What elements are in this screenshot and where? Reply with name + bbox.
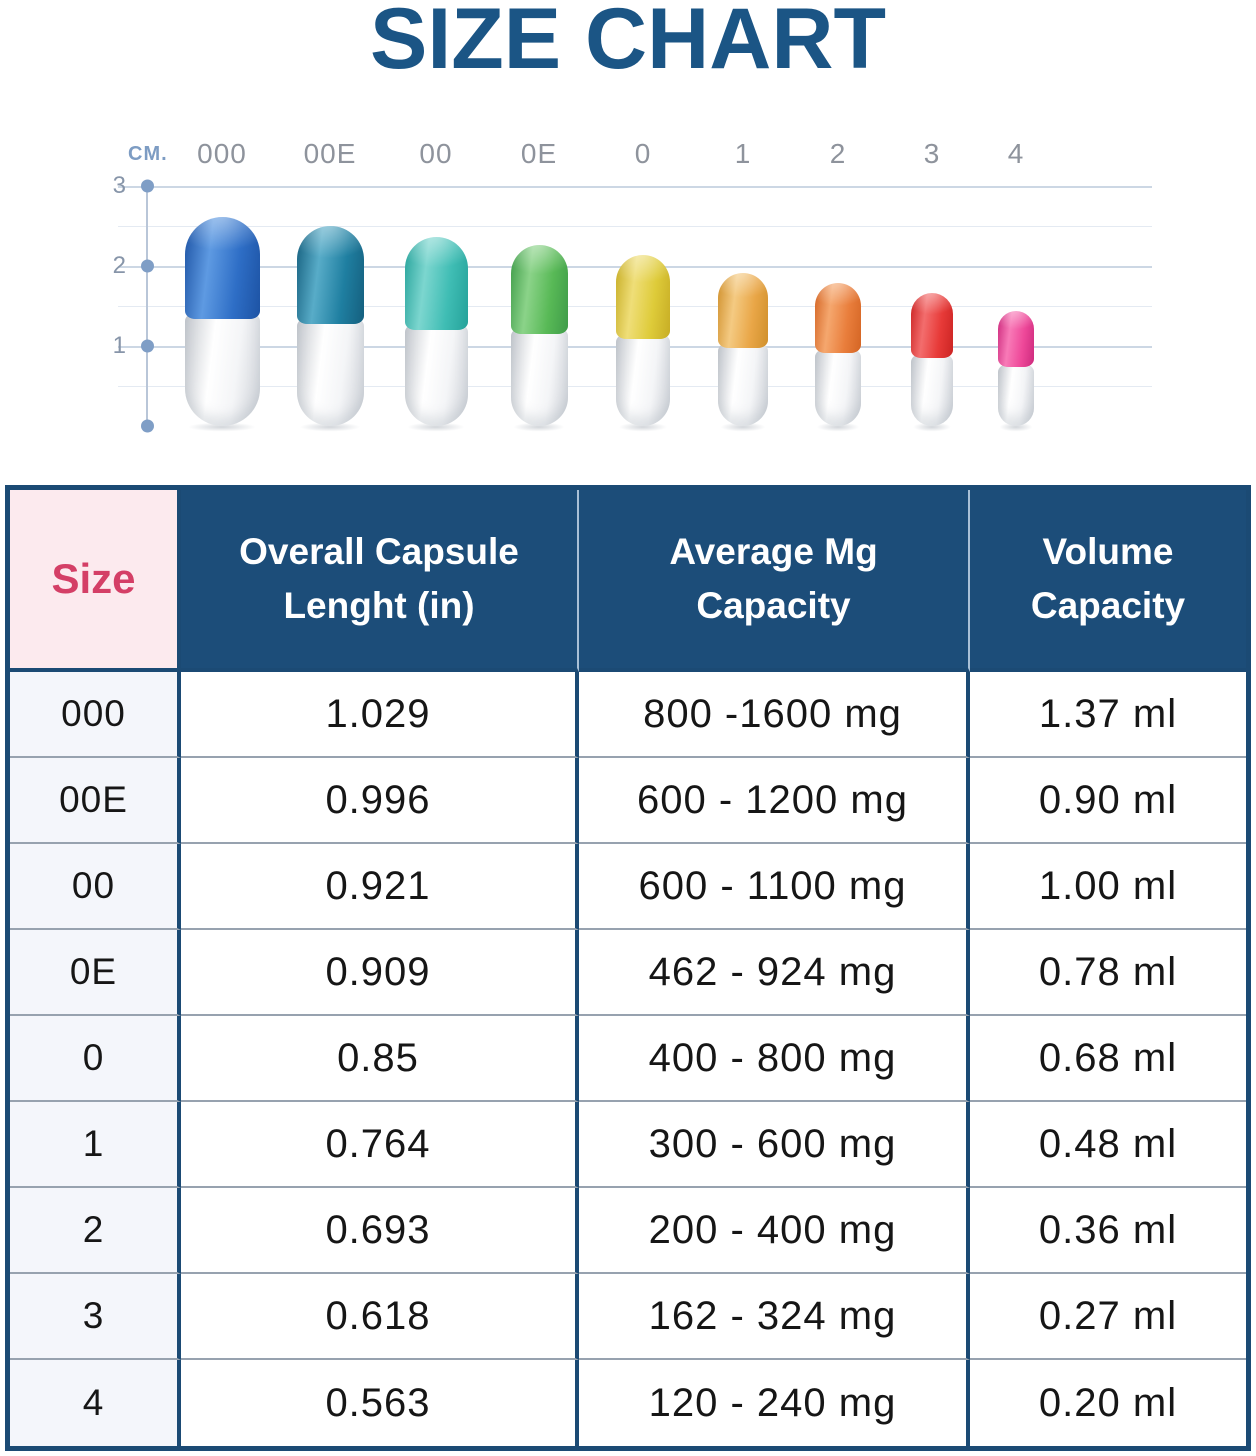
axis-tick-dot: [141, 419, 154, 433]
axis-tick-dot: [141, 339, 154, 353]
cell-volume-capacity: 0.90 ml: [970, 758, 1246, 844]
capsule-body-white: [510, 328, 568, 426]
capsule-size-000: [177, 217, 267, 433]
capsule-cap-colored: [404, 237, 468, 330]
cell-mg-capacity: 600 - 1200 mg: [579, 758, 970, 844]
capsule-cap-colored: [998, 311, 1034, 368]
cell-length-in: 0.921: [181, 844, 579, 930]
cell-size: 2: [10, 1188, 181, 1274]
capsule-size-chart: CM. 3 2 1 000 00E 00 0E 0 1 2 3 4: [0, 128, 1256, 468]
cell-volume-capacity: 0.78 ml: [970, 930, 1246, 1016]
cell-volume-capacity: 0.68 ml: [970, 1016, 1246, 1102]
header-cell-volume-capacity: Volume Capacity: [970, 490, 1246, 672]
gridline-major: [118, 186, 1152, 188]
capsule-size-4: [994, 311, 1038, 433]
cell-length-in: 0.909: [181, 930, 579, 1016]
capsule-column-label-00E: 00E: [303, 138, 357, 169]
capsule-column-label-000: 000: [197, 138, 247, 169]
cell-volume-capacity: 1.37 ml: [970, 672, 1246, 758]
y-tick-label: 2: [112, 252, 126, 279]
capsule-cap-colored: [184, 217, 260, 320]
gridline-minor: [118, 226, 1152, 227]
cell-mg-capacity: 800 -1600 mg: [579, 672, 970, 758]
capsule-body-white: [184, 313, 260, 426]
cell-volume-capacity: 1.00 ml: [970, 844, 1246, 930]
cell-length-in: 0.764: [181, 1102, 579, 1188]
cell-mg-capacity: 600 - 1100 mg: [579, 844, 970, 930]
cm-axis-unit-label: CM.: [128, 143, 168, 165]
capsule-body-white: [296, 318, 364, 426]
capsule-column-label-4: 4: [1007, 138, 1025, 169]
header-cell-size: Size: [10, 490, 181, 672]
cell-length-in: 0.85: [181, 1016, 579, 1102]
cell-length-in: 0.618: [181, 1274, 579, 1360]
capsule-column-label-0: 0: [634, 138, 652, 169]
cell-size: 0E: [10, 930, 181, 1016]
capsule-body-white: [998, 363, 1034, 426]
cell-volume-capacity: 0.48 ml: [970, 1102, 1246, 1188]
capsule-size-00: [398, 237, 474, 433]
capsule-column-label-00: 00: [419, 138, 453, 169]
capsule-size-2: [810, 283, 866, 433]
capsule-column-label-2: 2: [829, 138, 847, 169]
capsule-size-0E: [504, 245, 574, 433]
capsule-body-white: [815, 348, 861, 426]
capsule-cap-colored: [510, 245, 568, 334]
cell-size: 00: [10, 844, 181, 930]
y-tick-label: 1: [112, 332, 126, 359]
header-cell-mg-capacity: Average Mg Capacity: [579, 490, 970, 672]
cell-mg-capacity: 120 - 240 mg: [579, 1360, 970, 1446]
header-cell-length-in: Overall Capsule Lenght (in): [181, 490, 579, 672]
cell-volume-capacity: 0.36 ml: [970, 1188, 1246, 1274]
y-axis-line: [146, 186, 148, 432]
capsule-cap-colored: [815, 283, 861, 354]
capsule-body-white: [718, 343, 768, 426]
cell-mg-capacity: 162 - 324 mg: [579, 1274, 970, 1360]
capsule-size-00E: [289, 226, 371, 433]
cell-length-in: 0.693: [181, 1188, 579, 1274]
cell-length-in: 1.029: [181, 672, 579, 758]
cell-size: 3: [10, 1274, 181, 1360]
cell-size: 000: [10, 672, 181, 758]
capsule-size-1: [713, 273, 773, 433]
cell-mg-capacity: 462 - 924 mg: [579, 930, 970, 1016]
capsule-cap-colored: [718, 273, 768, 348]
capsule-cap-colored: [296, 226, 364, 324]
cell-volume-capacity: 0.20 ml: [970, 1360, 1246, 1446]
cell-size: 00E: [10, 758, 181, 844]
cell-length-in: 0.563: [181, 1360, 579, 1446]
capsule-column-label-0E: 0E: [520, 138, 558, 169]
capsule-cap-colored: [616, 255, 670, 339]
cell-size: 4: [10, 1360, 181, 1446]
capsule-size-3: [906, 293, 958, 433]
capsule-size-0: [610, 255, 676, 433]
capsule-body-white: [911, 354, 953, 426]
y-tick-label: 3: [112, 172, 126, 199]
cell-size: 1: [10, 1102, 181, 1188]
cell-size: 0: [10, 1016, 181, 1102]
capsule-cap-colored: [911, 293, 953, 359]
page-title: SIZE CHART: [370, 0, 886, 87]
cell-mg-capacity: 400 - 800 mg: [579, 1016, 970, 1102]
cell-length-in: 0.996: [181, 758, 579, 844]
capsule-body-white: [404, 323, 468, 426]
axis-tick-dot: [141, 179, 154, 193]
axis-tick-dot: [141, 259, 154, 273]
cell-volume-capacity: 0.27 ml: [970, 1274, 1246, 1360]
capsule-column-label-1: 1: [734, 138, 752, 169]
capsule-size-table: Size Overall Capsule Lenght (in) Average M…: [5, 485, 1251, 1451]
cell-mg-capacity: 200 - 400 mg: [579, 1188, 970, 1274]
capsule-body-white: [616, 333, 670, 426]
capsule-column-label-3: 3: [923, 138, 941, 169]
cell-mg-capacity: 300 - 600 mg: [579, 1102, 970, 1188]
